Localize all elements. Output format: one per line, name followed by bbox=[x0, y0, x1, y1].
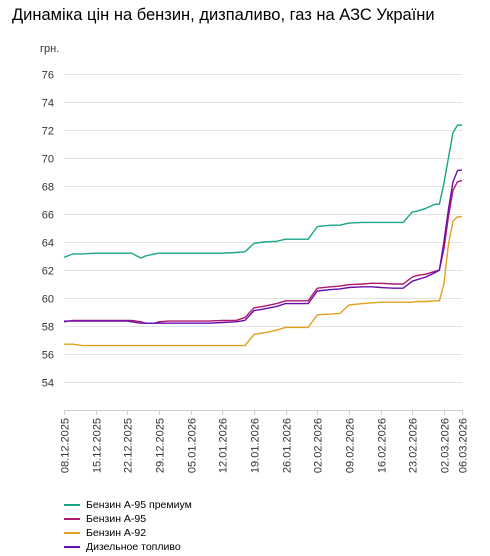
y-axis-label: грн. bbox=[40, 43, 59, 55]
legend-item: Бензин А-95 премиум bbox=[64, 498, 192, 512]
legend-label: Бензин А-92 bbox=[86, 527, 147, 539]
x-tick-label: 09.02.2026 bbox=[345, 418, 357, 473]
y-tick-label: 60 bbox=[42, 294, 54, 306]
series-line-3 bbox=[64, 216, 462, 347]
x-tick-label: 26.01.2026 bbox=[282, 418, 294, 473]
legend-item: Дизельное топливо bbox=[64, 540, 192, 554]
y-tick-label: 64 bbox=[42, 238, 54, 250]
legend-label: Бензин А-95 bbox=[86, 513, 147, 525]
chart-legend: Бензин А-95 премиум Бензин А-95 Бензин А-9… bbox=[64, 498, 192, 554]
legend-item: Бензин А-92 bbox=[64, 526, 192, 540]
y-tick-label: 54 bbox=[42, 378, 54, 390]
y-tick-label: 72 bbox=[42, 126, 54, 138]
legend-swatch bbox=[64, 532, 80, 534]
x-tick-label: 29.12.2025 bbox=[155, 418, 167, 473]
y-tick-label: 70 bbox=[42, 154, 54, 166]
series-line-1 bbox=[63, 124, 462, 259]
x-tick-label: 15.12.2025 bbox=[92, 418, 104, 473]
y-tick-label: 56 bbox=[42, 350, 54, 362]
y-tick-label: 62 bbox=[42, 266, 54, 278]
line-chart: 54 56 58 60 62 64 66 68 70 72 74 76 грн. 08.12.2025 15… bbox=[40, 43, 470, 473]
legend-label: Дизельное топливо bbox=[86, 541, 181, 553]
x-tick-label: 06.03.2026 bbox=[458, 418, 470, 473]
x-tick-label: 12.01.2026 bbox=[218, 418, 230, 473]
series-line-2 bbox=[63, 179, 463, 324]
y-tick-label: 76 bbox=[42, 70, 54, 82]
legend-swatch bbox=[64, 546, 80, 548]
chart-title: Динаміка цін на бензин, дизпаливо, газ н… bbox=[12, 6, 435, 24]
legend-item: Бензин А-95 bbox=[64, 512, 192, 526]
legend-label: Бензин А-95 премиум bbox=[86, 499, 192, 511]
x-tick-label: 05.01.2026 bbox=[187, 418, 199, 473]
x-tick-label: 02.02.2026 bbox=[313, 418, 325, 473]
x-tick-label: 08.12.2025 bbox=[60, 418, 72, 473]
series-line-4 bbox=[64, 169, 463, 324]
x-tick-label: 19.01.2026 bbox=[250, 418, 262, 473]
x-tick-label: 02.03.2026 bbox=[440, 418, 452, 473]
legend-swatch bbox=[64, 504, 80, 506]
x-tick-label: 16.02.2026 bbox=[377, 418, 389, 473]
x-tick-label: 23.02.2026 bbox=[408, 418, 420, 473]
y-tick-label: 74 bbox=[42, 98, 54, 110]
y-tick-label: 58 bbox=[42, 322, 54, 334]
legend-swatch bbox=[64, 518, 80, 520]
y-tick-label: 68 bbox=[42, 182, 54, 194]
y-tick-label: 66 bbox=[42, 210, 54, 222]
x-tick-label: 22.12.2025 bbox=[123, 418, 135, 473]
